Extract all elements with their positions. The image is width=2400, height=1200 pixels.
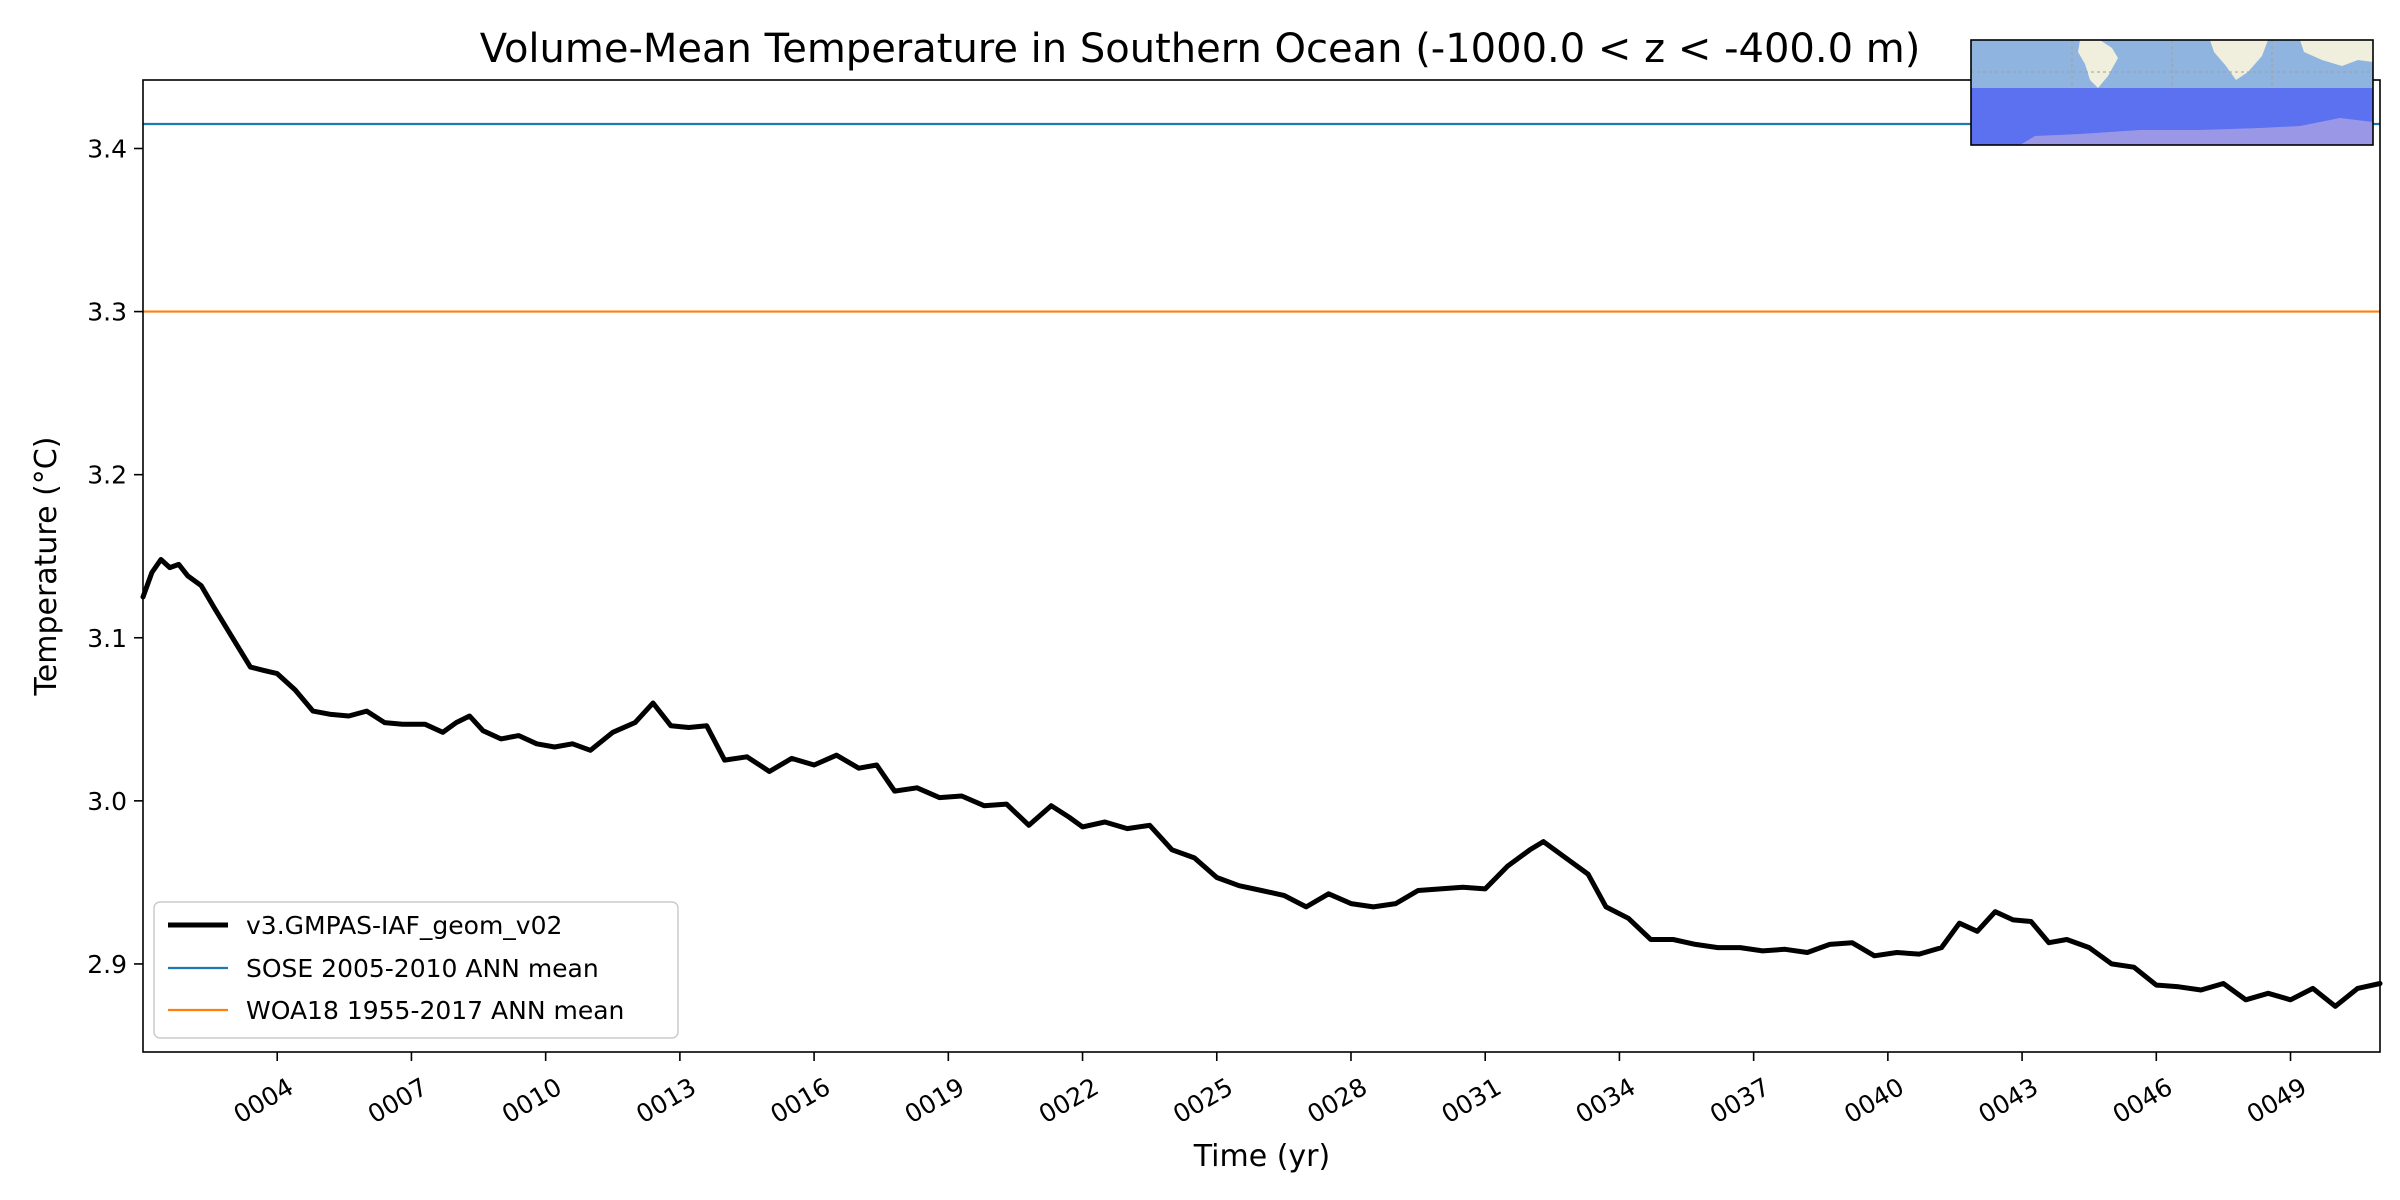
legend-label: WOA18 1955-2017 ANN mean bbox=[246, 996, 624, 1025]
y-tick-label: 3.0 bbox=[87, 787, 127, 816]
inset-land-africa bbox=[2210, 40, 2268, 80]
inset-frame bbox=[1970, 39, 2374, 146]
y-axis-label: Temperature (°C) bbox=[29, 437, 64, 697]
y-tick-label: 3.3 bbox=[87, 298, 127, 327]
series-line-model bbox=[140, 557, 2383, 1009]
chart-title: Volume-Mean Temperature in Southern Ocea… bbox=[480, 26, 1921, 72]
legend-label: v3.GMPAS-IAF_geom_v02 bbox=[246, 911, 562, 940]
inset-land-south-america bbox=[2078, 40, 2118, 88]
y-axis: 2.9 3.0 3.1 3.2 3.3 3.4 bbox=[87, 134, 143, 979]
inset-land-antarctica bbox=[2020, 118, 2373, 145]
inset-land-asia-australia bbox=[2300, 40, 2373, 66]
legend-label: SOSE 2005-2010 ANN mean bbox=[246, 954, 599, 983]
x-axis-label: Time (yr) bbox=[1193, 1139, 1330, 1174]
inset-map bbox=[1970, 39, 2374, 146]
plot-frame bbox=[142, 79, 2381, 1053]
legend: v3.GMPAS-IAF_geom_v02 SOSE 2005-2010 ANN … bbox=[153, 901, 679, 1039]
y-tick-label: 3.1 bbox=[87, 624, 127, 653]
legend-box bbox=[153, 901, 679, 1039]
inset-gridlines bbox=[1971, 40, 2373, 145]
y-tick-label: 3.2 bbox=[87, 461, 127, 490]
y-tick-label: 3.4 bbox=[87, 134, 127, 163]
y-tick-label: 2.9 bbox=[87, 950, 127, 979]
